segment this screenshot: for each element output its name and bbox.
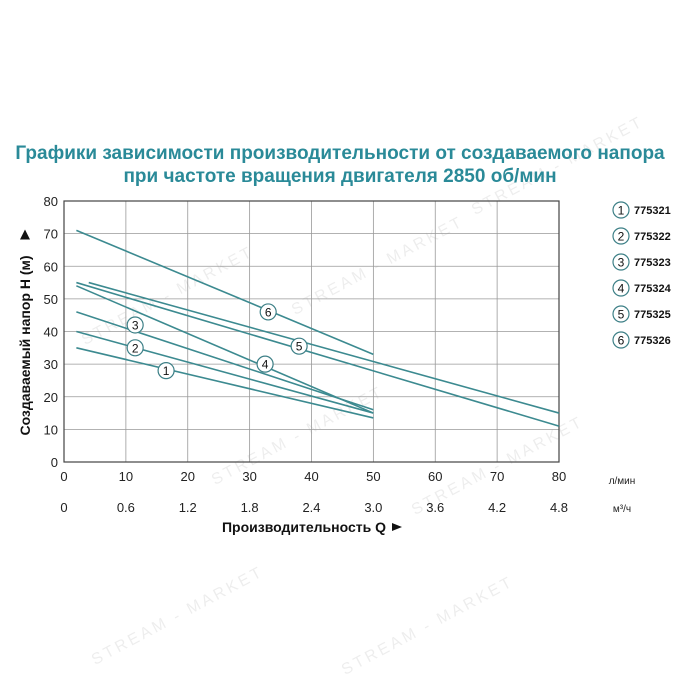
legend-item-1: 1 775321 [612,201,671,219]
legend-badge-circle [612,201,630,219]
x-tick-label: 70 [490,469,504,484]
legend-badge-circle [612,331,630,349]
legend-badge-circle [612,305,630,323]
y-tick-labels: 0 10 20 30 40 50 60 70 80 [44,194,58,470]
curve-badge-circle [256,355,274,373]
x2-tick-label: 4.2 [488,500,506,515]
legend-badge-number: 5 [618,308,625,322]
y-tick-label: 30 [44,357,58,372]
curve-line-4 [76,285,374,414]
x-unit-label: л/мин [609,476,636,487]
plot-frame [63,200,560,463]
x-tick-label: 40 [304,469,318,484]
y-tick-label: 80 [44,194,58,209]
curve-badge-circle [259,303,277,321]
y-tick-label: 60 [44,259,58,274]
watermark-text: STREAM - MARKET [339,573,517,678]
curve-badge-circle [126,339,144,357]
x-tick-label: 20 [181,469,195,484]
chart-title-line1: Графики зависимости производительности о… [15,143,665,164]
y-axis-arrow-icon [20,229,30,240]
legend-series-label: 775322 [634,231,671,243]
legend-series-label: 775324 [634,283,672,295]
legend-item-3: 3 775323 [612,253,671,271]
curve-badge-number: 1 [163,364,170,378]
legend-item-6: 6 775326 [612,331,671,349]
y-tick-label: 40 [44,325,58,340]
x-axis-arrow-icon [392,523,402,531]
legend: 1 775321 2 775322 3 775323 4 775324 5 775325 6 7753… [612,201,672,349]
curve-badge-5: 5 [290,337,308,355]
curves [76,229,560,427]
legend-item-5: 5 775325 [612,305,671,323]
watermark-layer: STREAM - MARKET STREAM - MARKET STREAM - M… [79,113,647,678]
legend-series-label: 775323 [634,257,671,269]
curve-badge-number: 4 [262,358,269,372]
curve-badge-2: 2 [126,339,144,357]
curve-line-extra-6 [88,281,560,414]
y-tick-label: 70 [44,227,58,242]
curve-badge-3: 3 [126,316,144,334]
x2-tick-label: 1.8 [241,500,259,515]
curve-badge-circle [290,337,308,355]
legend-badge-number: 1 [618,204,625,218]
y-axis-label-group: Создаваемый напор Н (м) [17,229,33,436]
curve-line-3 [76,311,374,411]
y-tick-label: 50 [44,292,58,307]
x2-tick-label: 4.8 [550,500,568,515]
x2-tick-label: 0 [60,500,67,515]
y-tick-label: 10 [44,422,58,437]
legend-series-label: 775321 [634,205,671,217]
x2-tick-label: 3.6 [426,500,444,515]
watermark-text: STREAM - MARKET [89,563,267,668]
watermark-text: STREAM - MARKET [209,383,387,488]
curve-badge-number: 2 [132,341,139,355]
curve-badge-4: 4 [256,355,274,373]
x2-tick-label: 3.0 [364,500,382,515]
x-tick-label: 50 [366,469,380,484]
y-tick-label: 20 [44,390,58,405]
y-axis-label: Создаваемый напор Н (м) [17,255,33,435]
curve-line-5 [76,281,560,427]
curve-badge-1: 1 [157,362,175,380]
x-tick-label: 10 [119,469,133,484]
x-tick-label: 80 [552,469,566,484]
curve-badge-circle [157,362,175,380]
curve-line-1 [76,347,374,419]
curve-line-6 [76,229,374,356]
curve-badge-number: 6 [265,305,272,319]
legend-series-label: 775325 [634,309,671,321]
x2-tick-label: 0.6 [117,500,135,515]
curve-badge-6: 6 [259,303,277,321]
watermark-text: STREAM - MARKET [79,243,257,348]
curve-line-2 [76,330,374,414]
x2-tick-label: 2.4 [302,500,320,515]
x2-tick-label: 1.2 [179,500,197,515]
x-tick-label: 30 [242,469,256,484]
legend-badge-number: 4 [618,282,625,296]
chart-title-line2: при частоте вращения двигателя 2850 об/м… [123,166,556,187]
x-tick-label: 0 [60,469,67,484]
legend-badge-number: 3 [618,256,625,270]
x-tick-labels: 0 10 20 30 40 50 60 70 80 [60,469,566,484]
curve-badges: 1 2 3 4 5 6 [126,303,308,380]
y-tick-label: 0 [51,455,58,470]
x-tick-label: 60 [428,469,442,484]
legend-badge-circle [612,253,630,271]
legend-item-2: 2 775322 [612,227,671,245]
x2-unit-label: м³/ч [613,504,631,515]
legend-badge-circle [612,279,630,297]
legend-badge-number: 6 [618,334,625,348]
curve-badge-circle [126,316,144,334]
curve-badge-number: 3 [132,318,139,332]
curve-badge-number: 5 [296,340,303,354]
x2-tick-labels: 0 0.6 1.2 1.8 2.4 3.0 3.6 4.2 4.8 [60,500,568,515]
x-axis-label: Производительность Q [222,519,386,535]
legend-item-4: 4 775324 [612,279,672,297]
legend-series-label: 775326 [634,335,671,347]
legend-badge-circle [612,227,630,245]
legend-badge-number: 2 [618,230,625,244]
